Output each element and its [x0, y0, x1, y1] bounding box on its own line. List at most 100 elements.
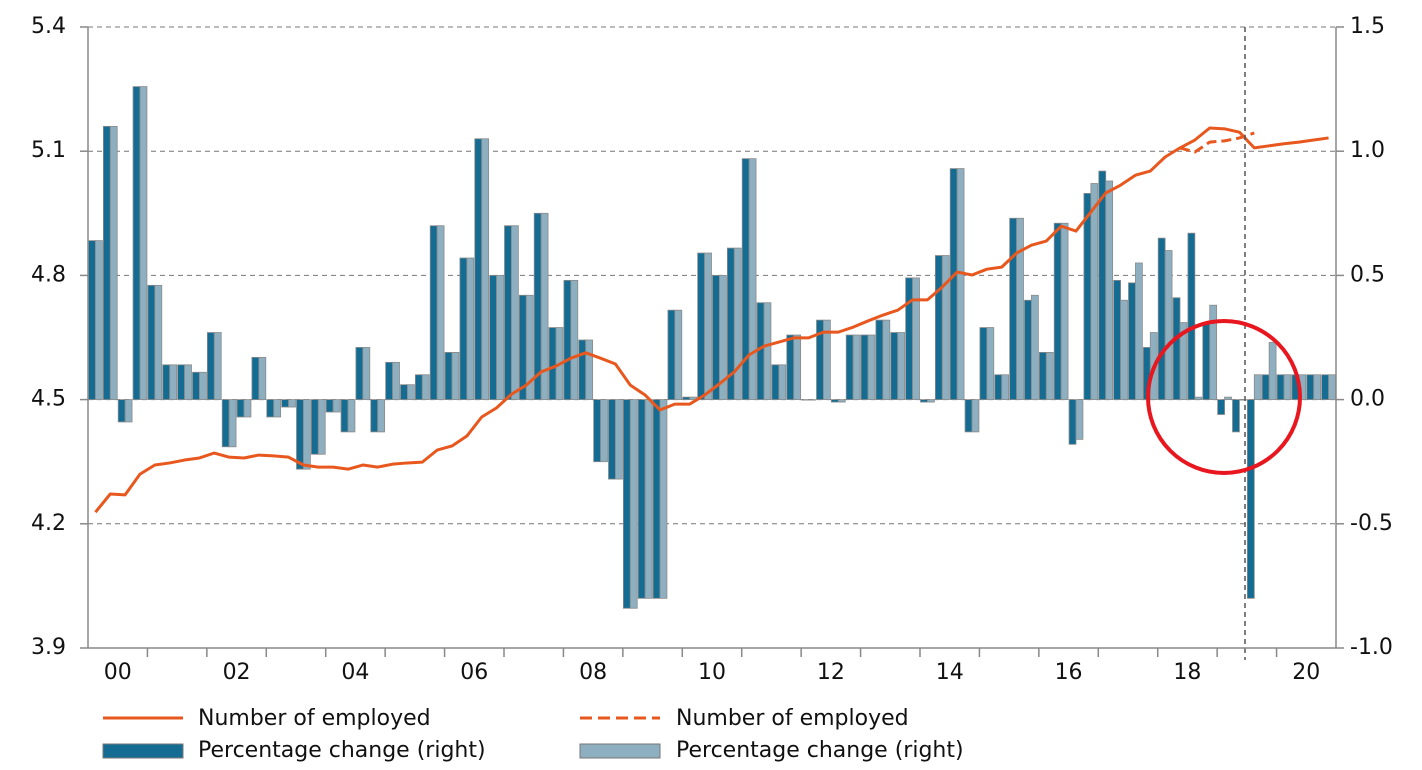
bar	[830, 399, 839, 403]
bar	[927, 399, 935, 403]
x-tick-label: 12	[817, 660, 845, 685]
bar	[682, 396, 691, 400]
bar	[964, 399, 973, 433]
bar	[1105, 180, 1114, 400]
bar	[615, 399, 623, 480]
x-tick-label: 10	[698, 660, 726, 685]
bar	[504, 225, 512, 401]
legend-label: Number of employed	[198, 706, 431, 731]
bar	[875, 319, 884, 400]
bar	[867, 334, 876, 400]
x-tick-label: 06	[460, 660, 488, 685]
legend-label: Percentage change (right)	[676, 738, 964, 763]
bar	[1164, 250, 1173, 400]
bar	[823, 319, 831, 400]
bar	[1038, 352, 1047, 400]
bar	[1217, 399, 1225, 415]
bar	[1187, 232, 1196, 400]
bar	[169, 364, 178, 401]
bar	[481, 138, 490, 401]
bar	[281, 399, 289, 408]
bar	[177, 364, 185, 401]
bar	[637, 399, 646, 599]
bar	[221, 399, 230, 448]
bar	[243, 399, 252, 418]
bar	[258, 356, 267, 401]
bar	[897, 332, 906, 401]
bar	[117, 399, 126, 423]
x-tick-label: 00	[104, 660, 132, 685]
bar	[184, 364, 192, 401]
bar	[629, 399, 638, 609]
highlight-circle	[1146, 319, 1302, 475]
bar	[474, 138, 483, 401]
bar	[1075, 399, 1084, 440]
bar	[199, 371, 207, 401]
legend: Number of employed Number of employed Pe…	[102, 706, 964, 763]
bar	[525, 294, 534, 401]
bar	[1194, 396, 1203, 400]
bar	[733, 247, 742, 401]
bar	[95, 240, 103, 400]
bar	[971, 399, 980, 433]
bar	[1224, 396, 1232, 400]
bar	[102, 125, 111, 400]
bar	[511, 225, 519, 401]
bar	[622, 399, 631, 609]
bar	[1179, 322, 1188, 401]
bar	[392, 361, 400, 400]
bar	[674, 309, 683, 400]
bar	[608, 399, 616, 480]
bar	[763, 302, 772, 400]
bar	[451, 352, 460, 400]
bar	[1009, 217, 1017, 401]
bar	[162, 364, 171, 401]
bar	[979, 327, 988, 400]
x-tick-label: 16	[1055, 660, 1083, 685]
bar	[228, 399, 237, 448]
y2-tick-label: -1.0	[1350, 635, 1393, 660]
bar	[421, 374, 430, 401]
bar	[1053, 222, 1062, 400]
legend-label: Percentage change (right)	[198, 738, 486, 763]
bar	[563, 279, 572, 401]
bar	[1068, 399, 1077, 445]
bar	[1232, 399, 1240, 433]
bar	[585, 339, 594, 401]
bar	[251, 356, 260, 401]
bar	[1261, 374, 1270, 401]
y2-tick-label: 1.0	[1350, 138, 1385, 163]
bar	[712, 274, 720, 400]
bar	[192, 371, 200, 401]
bar	[132, 86, 141, 401]
bar	[1239, 399, 1247, 401]
bar	[1113, 279, 1121, 401]
bar	[593, 399, 601, 463]
bar	[912, 277, 920, 401]
bar	[236, 399, 245, 418]
bar	[956, 168, 965, 400]
bar	[1268, 342, 1277, 400]
bar	[385, 361, 393, 400]
bar	[1283, 374, 1292, 401]
y-tick-label: 5.1	[31, 138, 66, 163]
bar	[697, 252, 705, 401]
bar	[578, 339, 587, 401]
bar	[400, 384, 408, 401]
bar	[147, 284, 156, 400]
bar	[206, 332, 215, 401]
bar	[748, 158, 757, 400]
bar	[88, 240, 96, 400]
bar	[719, 274, 727, 400]
bar	[1172, 297, 1181, 401]
x-tick-label: 14	[936, 660, 964, 685]
bar	[317, 399, 326, 455]
y2-tick-label: 0.0	[1350, 387, 1385, 412]
bar	[1060, 222, 1069, 400]
bar	[704, 252, 712, 401]
bar	[266, 399, 275, 418]
bar	[1321, 374, 1329, 401]
bar	[1120, 299, 1128, 400]
x-tick-label: 08	[579, 660, 607, 685]
